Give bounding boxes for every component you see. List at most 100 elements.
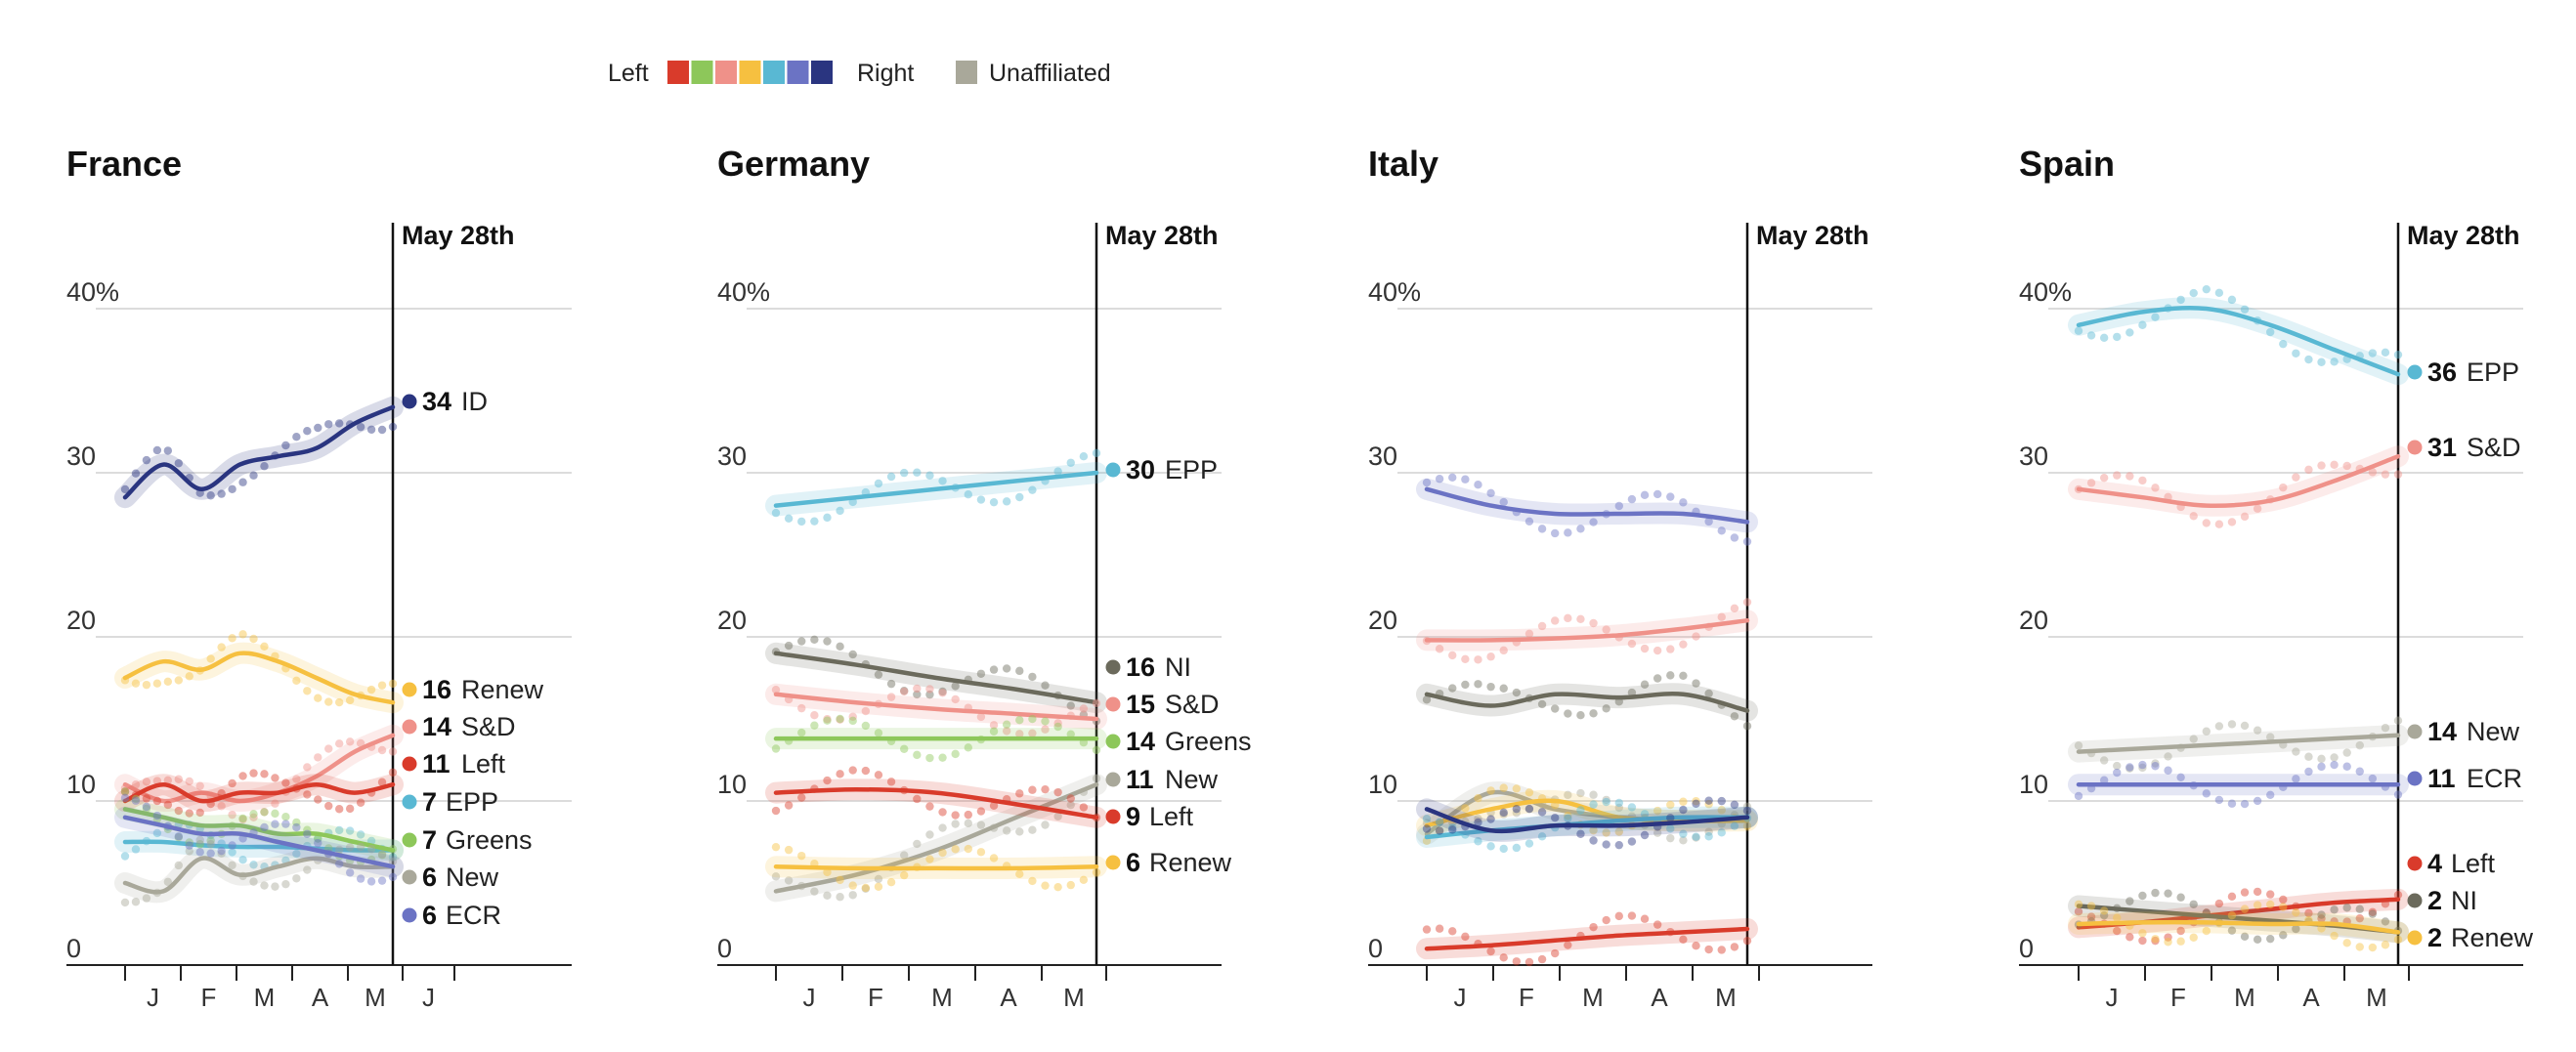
poll-point xyxy=(1079,452,1089,461)
poll-point xyxy=(1614,798,1624,808)
poll-point xyxy=(2176,893,2185,902)
poll-point xyxy=(1576,614,1585,623)
poll-point xyxy=(2279,483,2288,492)
poll-point xyxy=(771,685,781,694)
poll-point xyxy=(797,517,806,526)
series-label-value: 15 xyxy=(1126,690,1155,719)
y-tick-label: 40% xyxy=(717,277,770,307)
x-tick-label: J xyxy=(2106,983,2119,1012)
poll-point xyxy=(1717,946,1726,954)
poll-point xyxy=(1435,826,1444,836)
poll-point xyxy=(1564,941,1572,949)
poll-point xyxy=(281,879,290,889)
y-tick-label: 20 xyxy=(66,606,96,635)
poll-point xyxy=(195,835,204,845)
poll-point xyxy=(1092,867,1101,877)
poll-point xyxy=(377,778,387,786)
poll-point xyxy=(925,830,934,839)
series-label-left: 9 Left xyxy=(1105,802,1194,831)
poll-point xyxy=(1692,632,1700,641)
poll-point xyxy=(2099,333,2109,342)
confidence-band xyxy=(2068,297,2409,386)
poll-point xyxy=(900,744,909,753)
poll-point xyxy=(174,832,183,841)
poll-point xyxy=(1512,804,1522,814)
poll-point xyxy=(1486,947,1495,956)
poll-point xyxy=(1028,672,1037,682)
poll-point xyxy=(366,425,376,434)
poll-point xyxy=(142,455,151,465)
poll-point xyxy=(1435,826,1444,835)
poll-point xyxy=(1499,808,1508,818)
series-lines xyxy=(2068,284,2409,952)
x-tick-label: J xyxy=(422,983,435,1012)
poll-point xyxy=(2292,473,2300,482)
series-label-dot xyxy=(2407,440,2423,455)
poll-point xyxy=(377,425,387,435)
series-id xyxy=(114,396,404,509)
poll-point xyxy=(1653,828,1662,837)
series-sandd xyxy=(2068,445,2409,528)
poll-point xyxy=(1564,790,1572,800)
poll-point xyxy=(314,838,322,848)
poll-point xyxy=(1028,729,1037,737)
poll-point xyxy=(1053,787,1062,797)
poll-point xyxy=(2355,913,2364,923)
poll-point xyxy=(1499,684,1508,693)
poll-point xyxy=(1640,680,1650,689)
poll-point xyxy=(2202,284,2211,294)
series-label-value: 16 xyxy=(422,675,451,704)
series-sandd xyxy=(765,683,1107,738)
poll-point xyxy=(925,855,934,863)
poll-point xyxy=(2240,905,2250,913)
poll-point xyxy=(388,872,398,882)
y-tick-label: 20 xyxy=(717,606,747,635)
poll-point xyxy=(2240,512,2250,522)
poll-point xyxy=(913,839,922,849)
poll-point xyxy=(1041,681,1050,690)
series-label-dot xyxy=(402,794,417,810)
x-tick-label: F xyxy=(201,983,217,1012)
poll-point xyxy=(228,634,236,643)
poll-point xyxy=(292,822,301,832)
poll-point xyxy=(377,851,387,860)
poll-point xyxy=(292,849,301,859)
poll-point xyxy=(1602,828,1610,837)
x-tick-label: M xyxy=(365,983,386,1012)
series-label-new: 11 New xyxy=(1105,765,1219,794)
poll-point xyxy=(1053,882,1062,892)
series-left xyxy=(1416,911,1758,967)
poll-point xyxy=(1461,680,1470,690)
poll-point xyxy=(238,814,247,823)
series-label-epp: 30 EPP xyxy=(1105,455,1218,484)
x-tick-label: A xyxy=(1651,983,1668,1012)
poll-point xyxy=(217,849,226,859)
poll-point xyxy=(938,687,947,696)
poll-point xyxy=(2099,776,2109,784)
y-tick-label: 30 xyxy=(66,442,96,471)
series-label-name: Left xyxy=(2451,849,2496,878)
poll-point xyxy=(1679,805,1688,815)
legend-swatch-1 xyxy=(667,61,689,84)
poll-point xyxy=(152,679,162,688)
poll-point xyxy=(2342,461,2351,471)
poll-point xyxy=(1524,804,1534,814)
poll-point xyxy=(1015,716,1024,725)
poll-point xyxy=(185,672,193,681)
poll-point xyxy=(2151,759,2160,768)
series-label-id: 34 ID xyxy=(402,387,488,416)
x-tick-label: J xyxy=(803,983,816,1012)
trend-line-epp xyxy=(773,470,1099,508)
series-label-epp: 7 EPP xyxy=(402,787,498,817)
legend-left-label: Left xyxy=(608,60,649,87)
poll-point xyxy=(1015,730,1024,738)
poll-point xyxy=(345,843,355,852)
poll-point xyxy=(2393,716,2403,725)
series-label-value: 34 xyxy=(422,387,451,416)
trend-line-new xyxy=(122,856,396,895)
poll-point xyxy=(1512,688,1522,697)
poll-point xyxy=(1551,704,1560,713)
poll-point xyxy=(1742,722,1752,731)
poll-point xyxy=(1486,682,1495,692)
poll-point xyxy=(303,426,312,436)
